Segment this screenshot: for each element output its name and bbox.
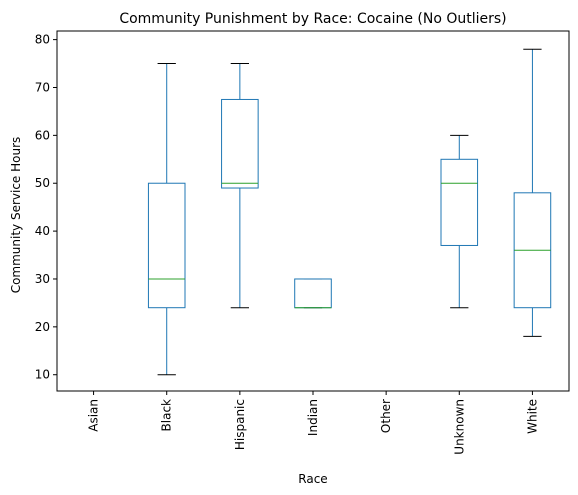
axes-frame: [56, 30, 570, 392]
x-tick-label-black: Black: [160, 399, 174, 432]
box-hispanic: [221, 98, 259, 189]
plot-area: 10 20 30 40 50 60 70 80 Asian Black Hispanic Indian…: [35, 30, 570, 455]
y-tick-label-70: 70: [35, 80, 50, 94]
x-tick-label-hispanic: Hispanic: [233, 399, 247, 450]
y-tick-label-40: 40: [35, 224, 50, 238]
y-axis-label: Community Service Hours: [9, 137, 23, 294]
y-tick-label-20: 20: [35, 320, 50, 334]
x-tick-label-white: White: [525, 399, 539, 434]
box-unknown: [440, 158, 479, 246]
y-tick-label-60: 60: [35, 128, 50, 142]
y-tick-label-30: 30: [35, 272, 50, 286]
box-indian: [294, 278, 332, 309]
y-tick-label-50: 50: [35, 176, 50, 190]
x-axis-label: Race: [298, 472, 327, 486]
chart-title: Community Punishment by Race: Cocaine (N…: [119, 11, 506, 27]
x-tick-label-asian: Asian: [87, 399, 101, 432]
x-tick-label-other: Other: [379, 399, 393, 433]
y-tick-label-80: 80: [35, 33, 50, 47]
x-tick-label-indian: Indian: [306, 399, 320, 436]
y-tick-label-10: 10: [35, 368, 50, 382]
box-black: [147, 182, 186, 309]
x-tick-label-unknown: Unknown: [452, 399, 466, 455]
